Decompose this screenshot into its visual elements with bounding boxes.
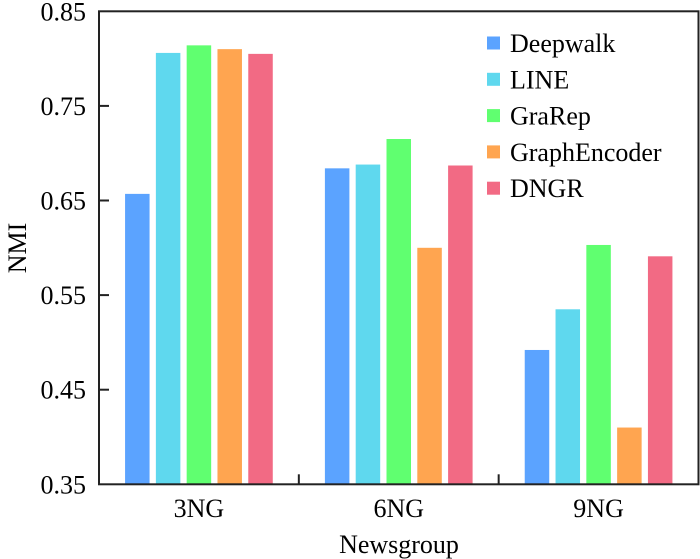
legend-swatch-deepwalk [487,36,500,50]
y-tick-label: 0.65 [41,187,87,216]
y-axis-title: NMI [3,223,32,274]
bar-grarep-6ng [386,139,411,485]
x-tick-label: 9NG [573,494,624,523]
bar-dngr-6ng [448,165,473,485]
bar-graphencoder-6ng [417,247,442,485]
x-axis-title: Newsgroup [339,530,459,559]
y-tick-label: 0.45 [41,376,87,405]
legend-label-grarep: GraRep [510,102,591,131]
bar-grarep-3ng [186,45,212,485]
bar-dngr-9ng [647,256,673,485]
bar-graphencoder-3ng [217,49,242,485]
legend-label-graphencoder: GraphEncoder [510,138,662,167]
bars-group [125,45,673,485]
y-tick-label: 0.75 [41,92,87,121]
bar-deepwalk-6ng [324,168,350,485]
legend-swatch-grarep [487,109,500,123]
bar-dngr-3ng [248,53,273,485]
bar-deepwalk-3ng [125,193,150,485]
x-tick-label: 6NG [373,494,424,523]
legend-label-line: LINE [510,65,569,94]
legend-label-dngr: DNGR [510,174,584,203]
bar-line-6ng [355,164,381,485]
y-axis: 0.35 0.45 0.55 0.65 0.75 0.85 [41,0,109,499]
y-tick-label: 0.35 [41,470,87,499]
bar-line-3ng [155,52,181,485]
legend-label-deepwalk: Deepwalk [510,29,615,58]
plot-frame [98,10,700,486]
bar-graphencoder-9ng [617,427,642,485]
y-tick-label: 0.55 [41,281,87,310]
x-tick-label: 3NG [174,494,225,523]
legend-swatch-dngr [487,181,500,195]
legend-swatch-graphencoder [487,145,500,159]
legend-swatch-line [487,72,500,86]
bar-deepwalk-9ng [524,349,550,485]
bar-line-9ng [555,309,581,485]
y-tick-label: 0.85 [41,0,87,26]
bar-grarep-9ng [586,244,611,485]
legend: Deepwalk LINE GraRep GraphEncoder DNGR [487,29,662,203]
x-axis: 3NG 6NG 9NG [174,474,624,523]
